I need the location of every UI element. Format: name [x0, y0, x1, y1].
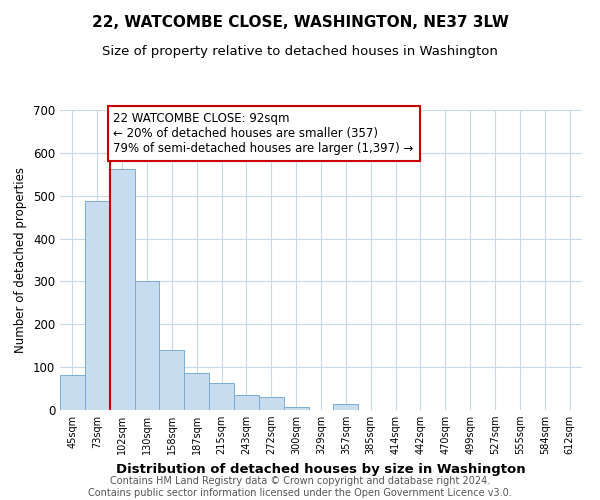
Text: 22, WATCOMBE CLOSE, WASHINGTON, NE37 3LW: 22, WATCOMBE CLOSE, WASHINGTON, NE37 3LW [92, 15, 508, 30]
Bar [209, 382, 234, 410]
X-axis label: Distribution of detached houses by size in Washington: Distribution of detached houses by size … [116, 462, 526, 475]
Text: Size of property relative to detached houses in Washington: Size of property relative to detached ho… [102, 45, 498, 58]
Text: 22 WATCOMBE CLOSE: 92sqm
← 20% of detached houses are smaller (357)
79% of semi-: 22 WATCOMBE CLOSE: 92sqm ← 20% of detach… [113, 112, 414, 155]
Bar [60, 375, 85, 410]
Bar [134, 280, 160, 410]
Bar [234, 394, 259, 410]
Bar [284, 406, 308, 410]
Bar [184, 372, 209, 410]
Text: Contains HM Land Registry data © Crown copyright and database right 2024.
Contai: Contains HM Land Registry data © Crown c… [88, 476, 512, 498]
Bar [334, 404, 358, 410]
Y-axis label: Number of detached properties: Number of detached properties [14, 167, 28, 353]
Bar [85, 202, 110, 410]
Bar [259, 397, 284, 410]
Bar [160, 350, 184, 410]
Bar [110, 169, 134, 410]
